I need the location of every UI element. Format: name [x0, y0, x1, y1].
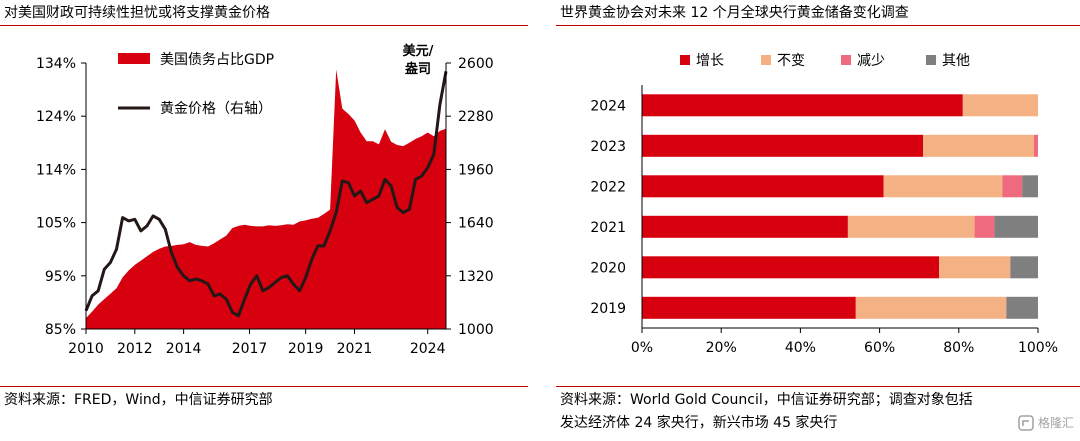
category-label: 2021	[590, 220, 626, 236]
x-tick-label: 2012	[117, 341, 153, 357]
bar-segment	[642, 134, 924, 157]
bar-segment	[642, 256, 939, 279]
bar-segment	[939, 256, 1011, 279]
left-y-tick-label: 105%	[36, 216, 76, 232]
watermark-logo-icon	[1018, 414, 1034, 431]
right-title-rule	[556, 25, 1080, 26]
bar-segment	[1010, 256, 1038, 279]
category-label: 2022	[590, 179, 626, 195]
category-label: 2024	[590, 98, 626, 114]
bar-segment	[994, 215, 1038, 238]
right-y-tick-label: 1000	[458, 322, 494, 338]
x-tick-label: 20%	[706, 340, 737, 356]
right-y-tick-label: 2280	[458, 109, 494, 125]
x-tick-label: 80%	[943, 340, 974, 356]
gold-price-line	[84, 71, 448, 318]
left-y-tick-label: 124%	[36, 109, 76, 125]
right-axis-unit-line2: 盎司	[405, 61, 431, 77]
right-source-rule	[556, 386, 1080, 387]
legend-swatch	[926, 55, 936, 65]
left-title-rule	[0, 25, 528, 26]
left-y-tick-label: 114%	[36, 162, 76, 178]
legend-swatch	[680, 55, 690, 65]
x-tick-label: 100%	[1018, 340, 1058, 356]
right-chart-title: 世界黄金协会对未来 12 个月全球央行黄金储备变化调查	[560, 5, 909, 21]
left-source-note: 资料来源：FRED，Wind，中信证券研究部	[4, 392, 273, 408]
x-tick-label: 2021	[337, 341, 373, 357]
left-chart-title: 对美国财政可持续性担忧或将支撑黄金价格	[4, 5, 270, 21]
bar-segment	[883, 175, 1003, 198]
legend-swatch	[761, 55, 771, 65]
bar-segment	[962, 94, 1038, 117]
bar-segment	[847, 215, 975, 238]
legend-label: 其他	[942, 53, 970, 69]
left-y-tick-label: 134%	[36, 56, 76, 72]
legend-gold-label: 黄金价格（右轴）	[160, 100, 272, 117]
right-panel: 世界黄金协会对未来 12 个月全球央行黄金储备变化调查 2024 2023 2022…	[556, 0, 1080, 441]
left-y-tick-label: 95%	[45, 269, 76, 285]
x-tick-label: 60%	[864, 340, 895, 356]
bar-segment	[1006, 296, 1038, 319]
watermark-text: 格隆汇	[1037, 416, 1074, 430]
right-y-tick-label: 1960	[458, 162, 494, 178]
bar-segment	[642, 296, 856, 319]
category-label: 2023	[590, 139, 626, 155]
legend-swatch	[841, 55, 851, 65]
bar-segment	[642, 175, 884, 198]
legend-label: 减少	[857, 53, 885, 69]
right-y-tick-label: 1640	[458, 216, 494, 232]
left-panel: 对美国财政可持续性担忧或将支撑黄金价格 134% 124% 114% 105% 95% 8…	[0, 0, 528, 441]
category-label: 2019	[590, 301, 626, 317]
watermark: 格隆汇	[1018, 414, 1074, 431]
legend-debt-swatch	[118, 53, 150, 64]
bar-segment	[642, 215, 848, 238]
right-y-tick-label: 1320	[458, 269, 494, 285]
right-source-line-1: 资料来源：World Gold Council，中信证券研究部；调查对象包括	[560, 392, 973, 408]
legend-debt-label: 美国债务占比GDP	[160, 52, 274, 68]
x-tick-label: 2019	[288, 341, 324, 357]
left-y-tick-label: 85%	[45, 322, 76, 338]
bar-segment	[855, 296, 1007, 319]
right-axis-unit-line1: 美元/	[403, 43, 434, 59]
central-bank-survey-chart: 2024 2023 2022 2021 2020 2019 0% 20% 40% 60% 80% 10…	[590, 53, 1058, 356]
bar-segment	[1034, 134, 1038, 157]
legend-label: 增长	[696, 53, 724, 69]
right-source-line-2: 发达经济体 24 家央行，新兴市场 45 家央行	[560, 415, 838, 431]
x-tick-label: 2014	[166, 341, 202, 357]
x-tick-label: 2017	[232, 341, 268, 357]
x-tick-label: 2024	[410, 341, 446, 357]
bar-segment	[1022, 175, 1038, 198]
legend-label: 不变	[777, 53, 805, 69]
x-tick-label: 40%	[785, 340, 816, 356]
left-source-rule	[0, 386, 528, 387]
bar-segment	[923, 134, 1035, 157]
x-tick-label: 2010	[68, 341, 104, 357]
bar-segment	[1002, 175, 1023, 198]
right-y-tick-label: 2600	[458, 56, 494, 72]
gold-debt-chart: 134% 124% 114% 105% 95% 85% 2600 2280 1960 1640 13…	[36, 43, 494, 357]
x-tick-label: 0%	[631, 340, 653, 356]
bar-segment	[974, 215, 995, 238]
category-label: 2020	[590, 260, 626, 276]
bar-segment	[642, 94, 963, 117]
